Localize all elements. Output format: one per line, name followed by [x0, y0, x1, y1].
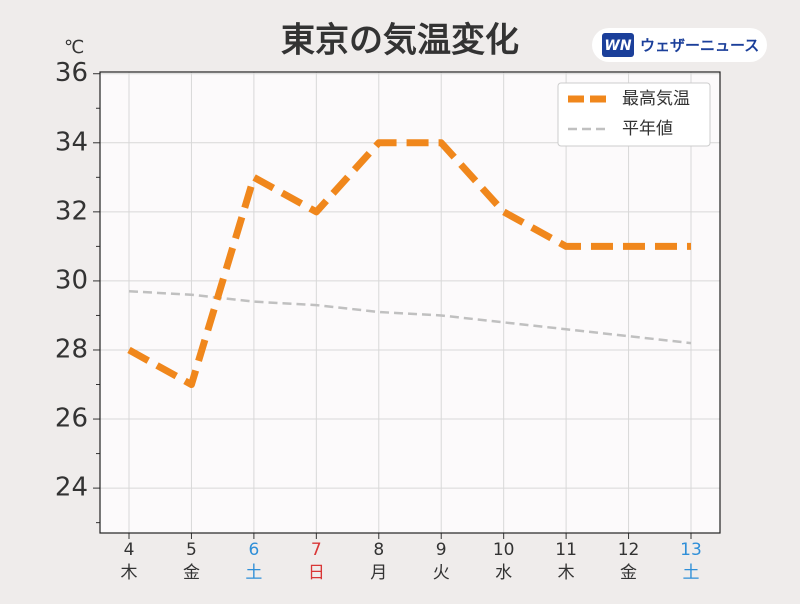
x-weekday-label: 土	[683, 563, 700, 583]
x-weekday-label: 金	[620, 563, 637, 583]
legend-label: 平年値	[622, 119, 673, 139]
x-weekday-label: 月	[370, 563, 387, 583]
x-tick-label: 6	[248, 540, 259, 560]
x-weekday-label: 水	[495, 563, 512, 583]
logo: WN ウェザーニュース	[592, 28, 767, 62]
x-weekday-label: 木	[558, 563, 575, 583]
x-tick-label: 5	[186, 540, 197, 560]
x-tick-label: 12	[618, 540, 640, 560]
y-tick-label: 30	[55, 265, 88, 295]
logo-badge	[592, 28, 767, 62]
logo-text: ウェザーニュース	[640, 37, 759, 55]
y-tick-label: 28	[55, 334, 88, 364]
y-tick-label: 34	[55, 127, 88, 157]
x-weekday-label: 土	[245, 563, 262, 583]
x-tick-label: 11	[555, 540, 577, 560]
y-tick-label: 24	[55, 473, 88, 503]
plot-frame	[99, 71, 721, 534]
y-tick-label: 32	[55, 196, 88, 226]
series-line	[127, 139, 691, 389]
logo-square	[602, 33, 634, 57]
x-tick-label: 4	[124, 540, 135, 560]
x-weekday-label: 日	[308, 563, 325, 583]
legend-label: 最高気温	[622, 89, 690, 109]
plot-area	[100, 72, 720, 533]
x-tick-label: 8	[373, 540, 384, 560]
x-weekday-label: 金	[183, 563, 200, 583]
x-tick-label: 7	[311, 540, 322, 560]
chart-title: 東京の気温変化	[281, 21, 519, 61]
y-tick-label: 26	[55, 404, 88, 434]
x-weekday-label: 木	[121, 563, 138, 583]
series-line	[128, 290, 692, 345]
x-tick-label: 13	[680, 540, 702, 560]
logo-mark: WN	[604, 38, 631, 54]
y-tick-label: 36	[55, 58, 88, 88]
y-unit: ℃	[64, 37, 84, 58]
x-tick-label: 10	[493, 540, 515, 560]
x-tick-label: 9	[436, 540, 447, 560]
x-weekday-label: 火	[433, 563, 450, 583]
